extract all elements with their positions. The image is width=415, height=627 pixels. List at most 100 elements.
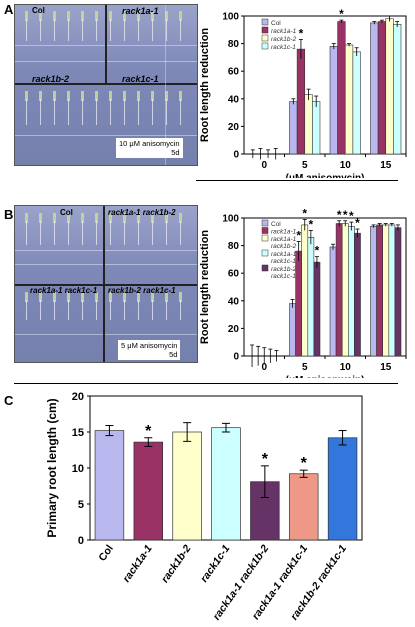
bar — [288, 473, 319, 541]
legend-label: rack1a-1 — [271, 236, 297, 243]
photo-label-rack1b-2: rack1b-2 — [32, 74, 70, 84]
photo-label-col: Col — [32, 6, 45, 15]
y-tick-label: 60 — [228, 269, 240, 280]
legend-swatch — [261, 34, 269, 42]
separator-b — [14, 383, 398, 384]
legend-label: Col — [271, 221, 281, 228]
significance-star: * — [145, 423, 152, 440]
significance-star: * — [349, 209, 354, 223]
significance-star: * — [302, 206, 307, 220]
significance-star: * — [309, 217, 314, 231]
bar — [329, 246, 337, 357]
x-tick-label: 0 — [261, 362, 267, 373]
chart-a: 0 20 40 60 80 100 0 5 * 10 * 15 Root length reductio… — [199, 7, 407, 178]
bar — [352, 51, 361, 155]
y-axis-label: Primary root length (cm) — [45, 398, 59, 537]
legend-swatch — [261, 234, 269, 242]
significance-star: * — [337, 208, 342, 222]
bar — [394, 227, 402, 357]
x-tick-label: rack1a-1 — [120, 543, 154, 585]
bar — [354, 232, 361, 357]
panel-letter-a: A — [4, 2, 14, 17]
x-tick-label: 5 — [302, 362, 308, 373]
bar — [329, 46, 338, 155]
photo-label-rack1a-1-rack1c-1: rack1a-1 rack1c-1 — [30, 286, 98, 295]
y-tick-label: 60 — [228, 67, 240, 78]
y-tick-label: 5 — [78, 499, 84, 511]
y-tick-label: 0 — [233, 352, 239, 363]
significance-star: * — [299, 26, 304, 40]
photo-label-rack1a-1: rack1a-1 — [122, 6, 159, 16]
y-tick-label: 100 — [222, 214, 239, 225]
x-tick-label: Col — [96, 543, 116, 564]
x-tick-label: 0 — [261, 160, 267, 171]
y-tick-label: 0 — [78, 535, 84, 547]
y-tick-label: 20 — [228, 324, 240, 335]
y-tick-label: 80 — [228, 241, 240, 252]
bar — [341, 223, 349, 357]
significance-star: * — [339, 7, 344, 21]
bar — [289, 101, 298, 155]
y-tick-label: 15 — [72, 427, 84, 439]
bar — [370, 225, 377, 357]
significance-star: * — [343, 208, 348, 222]
x-axis-label: (μM anisomycin) — [286, 375, 365, 378]
bar — [211, 427, 241, 541]
x-tick-label: rack1b-2 — [159, 543, 194, 585]
bar — [312, 101, 321, 155]
x-tick-label: 10 — [340, 160, 352, 171]
photo-label-rack1c-1: rack1c-1 — [122, 74, 159, 84]
panel-letter-c: C — [4, 393, 14, 408]
panel-a-photo — [14, 4, 198, 166]
legend-label: rack1b-2 — [271, 243, 297, 250]
legend-label: Col — [271, 20, 281, 27]
x-tick-label: 15 — [380, 160, 392, 171]
photo-label-rack1a-1-rack1b-2: rack1a-1 rack1b-2 — [108, 208, 176, 217]
bar — [370, 22, 379, 155]
legend-swatch — [261, 42, 269, 50]
significance-star: * — [262, 451, 269, 468]
legend-swatch — [261, 264, 269, 272]
y-tick-label: 100 — [222, 12, 239, 23]
bar — [377, 21, 387, 155]
photo-note-a: 10 μM anisomycin 5d — [116, 138, 183, 158]
bar — [337, 21, 346, 155]
x-tick-label: 5 — [302, 160, 308, 171]
bar — [289, 303, 296, 357]
legend-swatch — [261, 26, 269, 34]
bar — [393, 23, 402, 155]
bar — [335, 223, 343, 357]
separator-a — [196, 180, 398, 181]
significance-star: * — [315, 244, 320, 258]
legend-swatch — [261, 249, 269, 257]
y-tick-label: 80 — [228, 39, 240, 50]
y-tick-label: 20 — [228, 122, 240, 133]
x-tick-label: rack1c-1 — [198, 543, 232, 585]
y-tick-label: 20 — [72, 391, 84, 403]
x-axis-label: (μM anisomycin) — [286, 173, 365, 178]
bar — [382, 224, 390, 357]
y-axis-label: Root length reduction — [199, 28, 211, 143]
significance-star: * — [301, 455, 308, 472]
legend-swatch — [261, 227, 269, 234]
legend-swatch — [261, 18, 269, 26]
photo-note-b: 5 μM anisomycin 5d — [118, 340, 181, 360]
panel-b-photo — [14, 205, 198, 363]
y-tick-label: 10 — [72, 463, 84, 475]
bar — [133, 441, 164, 541]
bar — [304, 94, 313, 155]
significance-star: * — [355, 216, 360, 230]
bar — [307, 237, 315, 357]
bar — [301, 224, 309, 357]
legend-swatch — [261, 219, 269, 227]
legend-label: rack1c-1 — [271, 273, 296, 280]
x-tick-label: 15 — [380, 362, 392, 373]
bar — [172, 431, 202, 541]
legend-label: rack1b-2 — [271, 36, 297, 43]
bar — [388, 224, 396, 357]
legend-label: rack1c-1 — [271, 258, 296, 265]
photo-label-col-b: Col — [60, 208, 73, 217]
photo-label-rack1b-2-rack1c-1: rack1b-2 rack1c-1 — [108, 286, 176, 295]
